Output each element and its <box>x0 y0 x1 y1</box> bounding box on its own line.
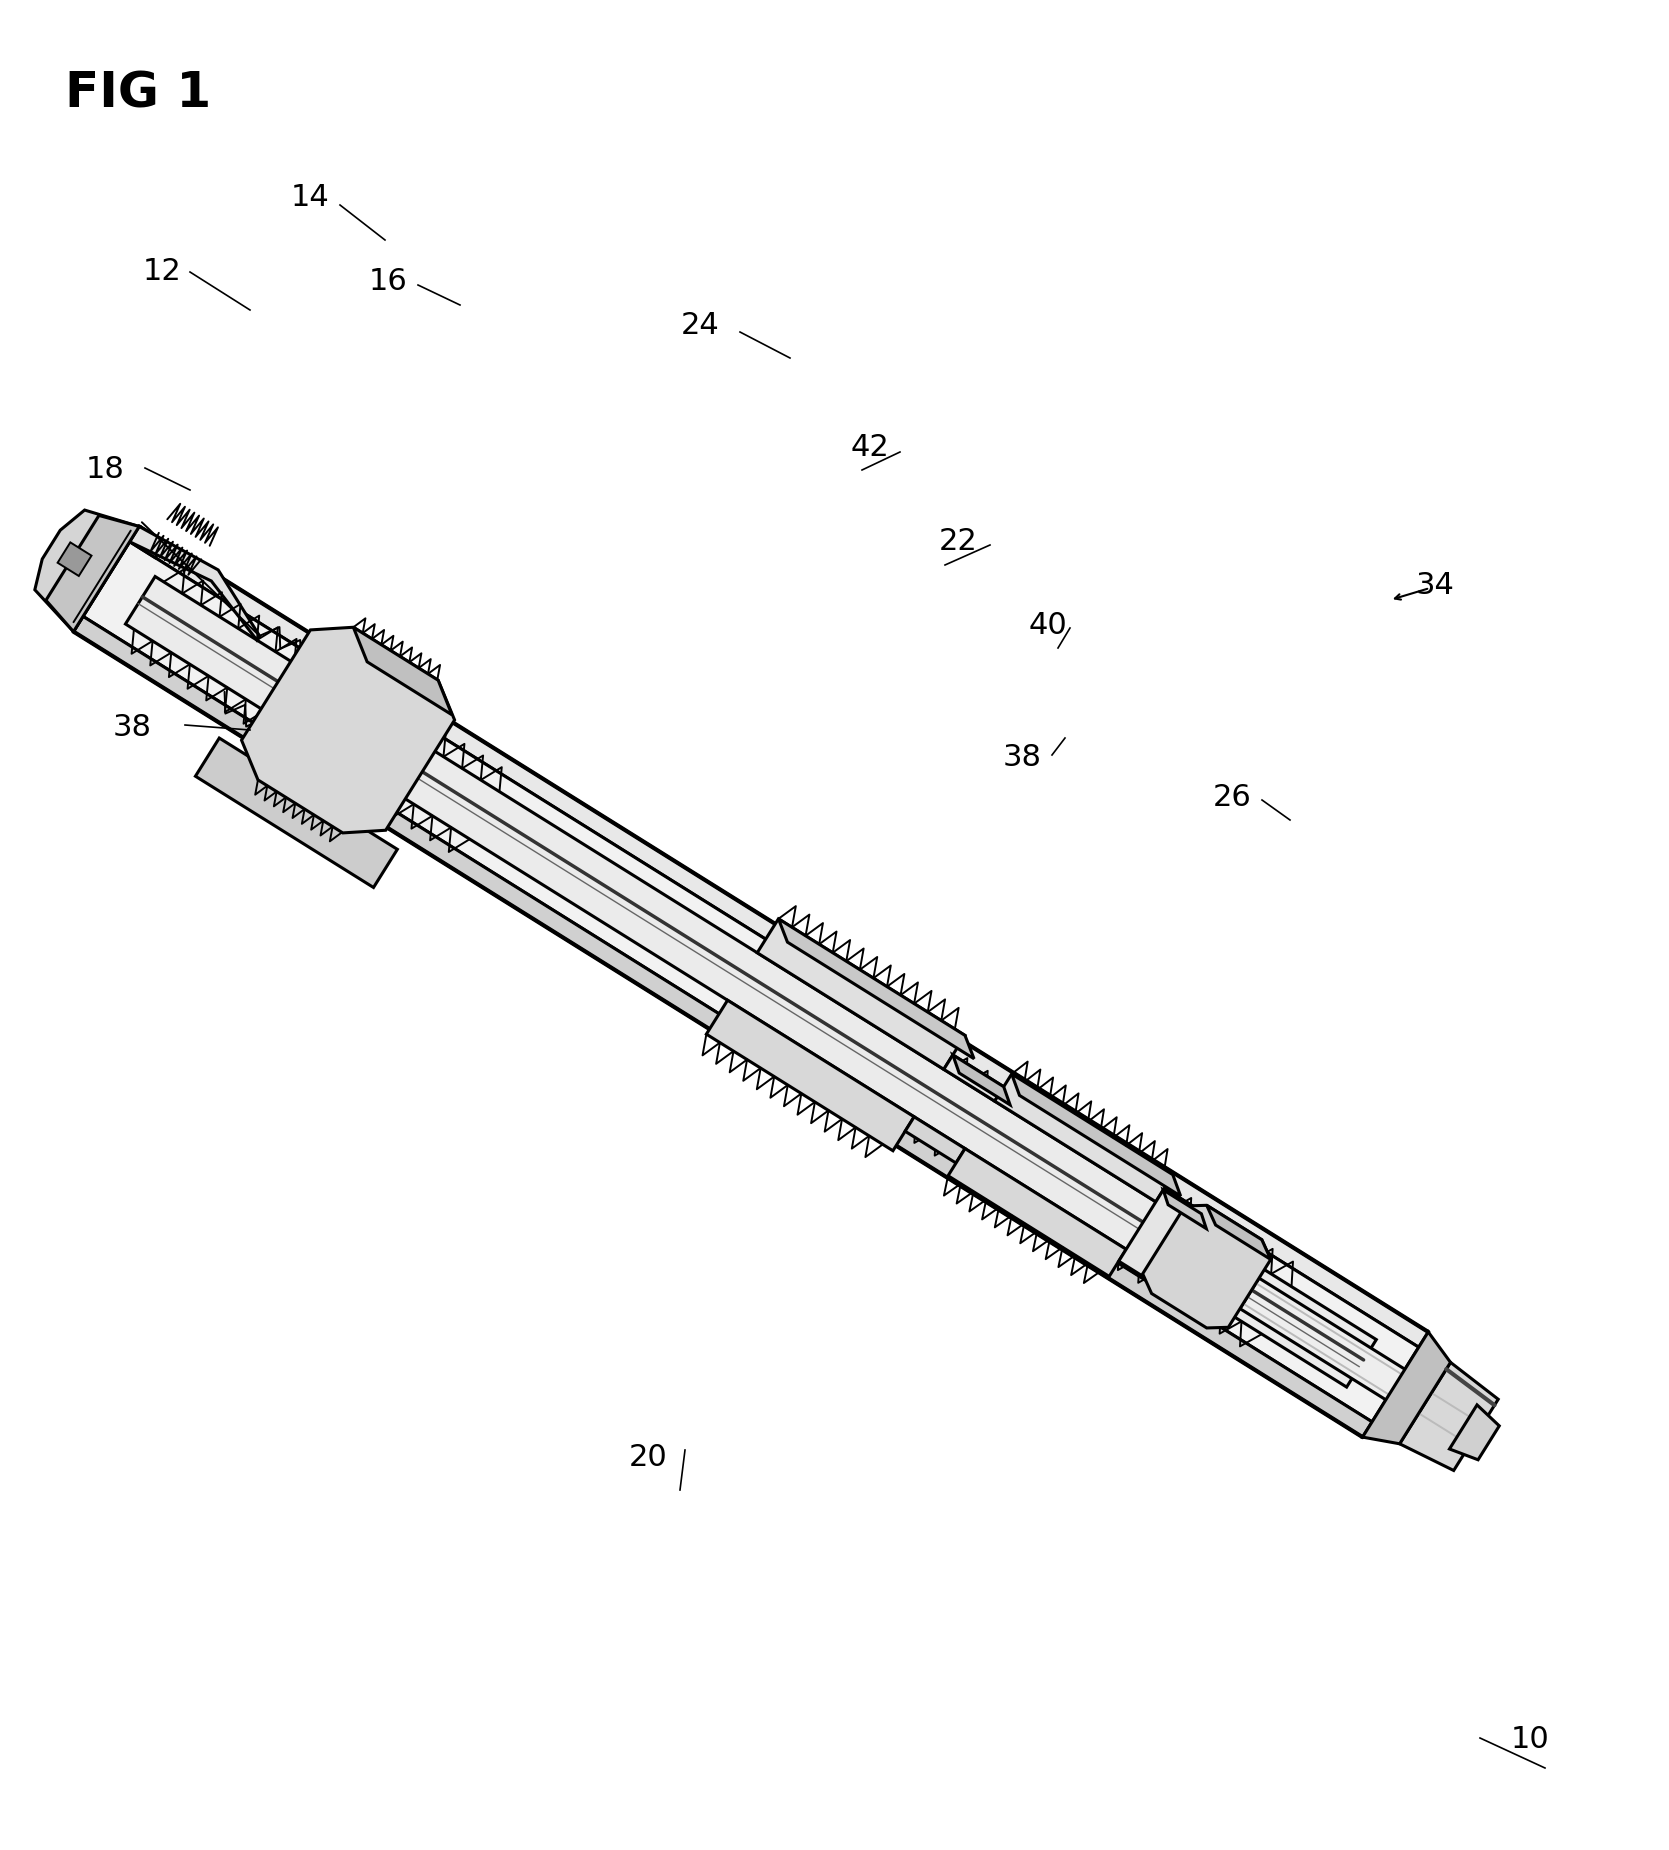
Text: FIG 1: FIG 1 <box>65 70 212 118</box>
Polygon shape <box>943 1054 1003 1101</box>
Text: 40: 40 <box>1028 610 1068 640</box>
Polygon shape <box>1011 1075 1180 1197</box>
Text: 34: 34 <box>1415 570 1454 599</box>
Polygon shape <box>1400 1362 1499 1471</box>
Polygon shape <box>130 527 260 640</box>
Text: 24: 24 <box>681 311 719 340</box>
Polygon shape <box>1143 1206 1270 1328</box>
Polygon shape <box>130 527 1429 1347</box>
Polygon shape <box>47 516 139 631</box>
Text: 26: 26 <box>1213 784 1252 812</box>
Polygon shape <box>778 919 975 1058</box>
Text: 16: 16 <box>369 268 407 296</box>
Polygon shape <box>1449 1404 1499 1460</box>
Polygon shape <box>1362 1332 1450 1443</box>
Polygon shape <box>905 1117 965 1164</box>
Text: 18: 18 <box>85 455 125 485</box>
Text: 12: 12 <box>142 257 182 287</box>
Text: 42: 42 <box>851 433 890 462</box>
Polygon shape <box>1118 1190 1202 1286</box>
Polygon shape <box>758 919 965 1069</box>
Polygon shape <box>242 627 454 832</box>
Polygon shape <box>1163 1190 1207 1228</box>
Polygon shape <box>195 738 397 888</box>
Polygon shape <box>706 1001 915 1151</box>
Polygon shape <box>125 577 1377 1388</box>
Text: 22: 22 <box>938 527 978 557</box>
Text: 20: 20 <box>629 1443 668 1473</box>
Polygon shape <box>953 1054 1010 1104</box>
Polygon shape <box>948 1149 1127 1276</box>
Polygon shape <box>130 527 165 557</box>
Polygon shape <box>995 1075 1173 1202</box>
Text: 14: 14 <box>290 183 329 213</box>
Polygon shape <box>83 542 1419 1423</box>
Polygon shape <box>35 511 139 631</box>
Polygon shape <box>1240 1278 1472 1443</box>
Text: 10: 10 <box>1510 1726 1549 1754</box>
Text: 38: 38 <box>1003 744 1041 773</box>
Text: 38: 38 <box>112 714 152 742</box>
Polygon shape <box>1207 1206 1270 1260</box>
Polygon shape <box>58 542 92 575</box>
Polygon shape <box>354 627 452 714</box>
Polygon shape <box>73 616 1372 1437</box>
